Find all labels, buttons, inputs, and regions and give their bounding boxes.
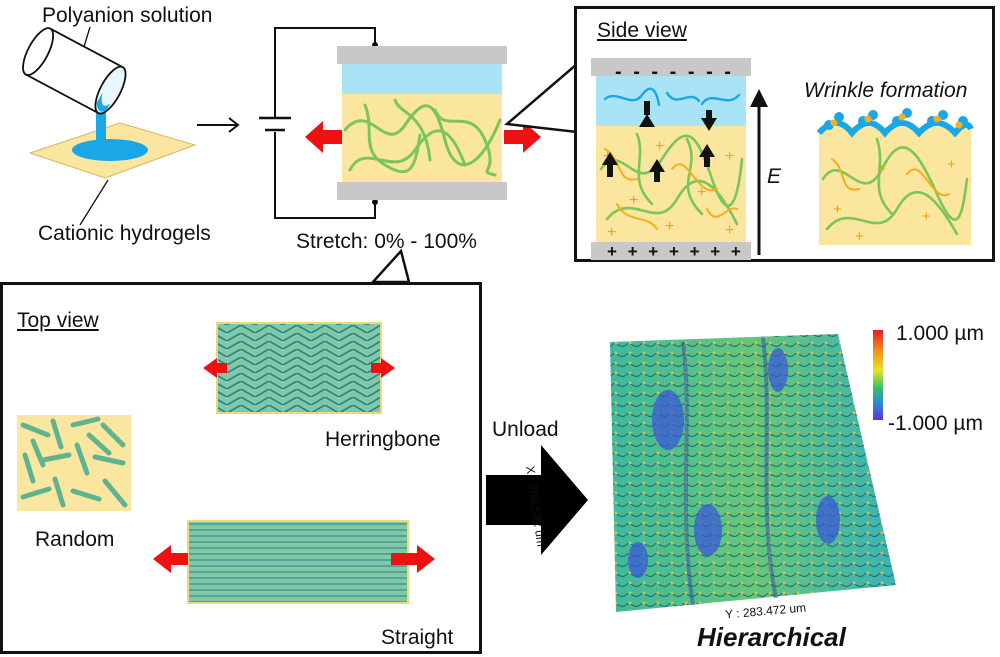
herringbone-pattern (216, 322, 382, 414)
svg-text:+: + (833, 201, 842, 218)
afm-scale-max: 1.000 µm (896, 322, 984, 345)
afm-scale-min: -1.000 µm (888, 412, 983, 435)
top-view-title: Top view (17, 309, 99, 332)
svg-text:+: + (855, 228, 864, 245)
top-electrode-signs: - - - - - - - (615, 61, 734, 83)
side-view-title: Side view (597, 19, 687, 42)
straight-label: Straight (381, 626, 454, 649)
side-view-panel: Side view Wrinkle formation E + + + (574, 6, 995, 262)
top-view-panel: Top view Herringbone Random Straight (0, 248, 482, 654)
unload-label: Unload (492, 418, 559, 441)
svg-text:+: + (877, 161, 886, 178)
svg-text:+: + (607, 224, 616, 241)
herringbone-label: Herringbone (325, 428, 441, 451)
straight-pattern (187, 520, 409, 604)
field-e-label: E (767, 165, 782, 188)
cationic-hydrogels-label: Cationic hydrogels (38, 222, 211, 245)
afm-color-scale (873, 330, 883, 420)
pouring-illustration (22, 26, 197, 226)
polyanion-solution-label: Polyanion solution (42, 4, 213, 27)
top-view-patterns (17, 248, 435, 604)
svg-text:+: + (697, 184, 706, 201)
stretch-label: Stretch: 0% - 100% (296, 230, 477, 253)
svg-text:+: + (629, 192, 638, 209)
random-label: Random (35, 528, 115, 551)
unload-arrow (486, 445, 588, 555)
bottom-electrode-signs: + + + + + + + (607, 242, 744, 261)
stretch-circuit (259, 27, 579, 219)
svg-text:+: + (665, 218, 674, 235)
side-view-diagram: + + + + + + + + (591, 58, 974, 260)
svg-text:+: + (922, 208, 931, 225)
process-arrow (197, 117, 240, 133)
svg-text:+: + (947, 156, 956, 173)
afm-surface-map (610, 334, 896, 612)
svg-text:+: + (655, 138, 664, 155)
hierarchical-caption: Hierarchical (697, 622, 846, 652)
svg-text:+: + (725, 148, 734, 165)
svg-text:+: + (725, 222, 734, 239)
wrinkle-formation-label: Wrinkle formation (804, 79, 968, 102)
